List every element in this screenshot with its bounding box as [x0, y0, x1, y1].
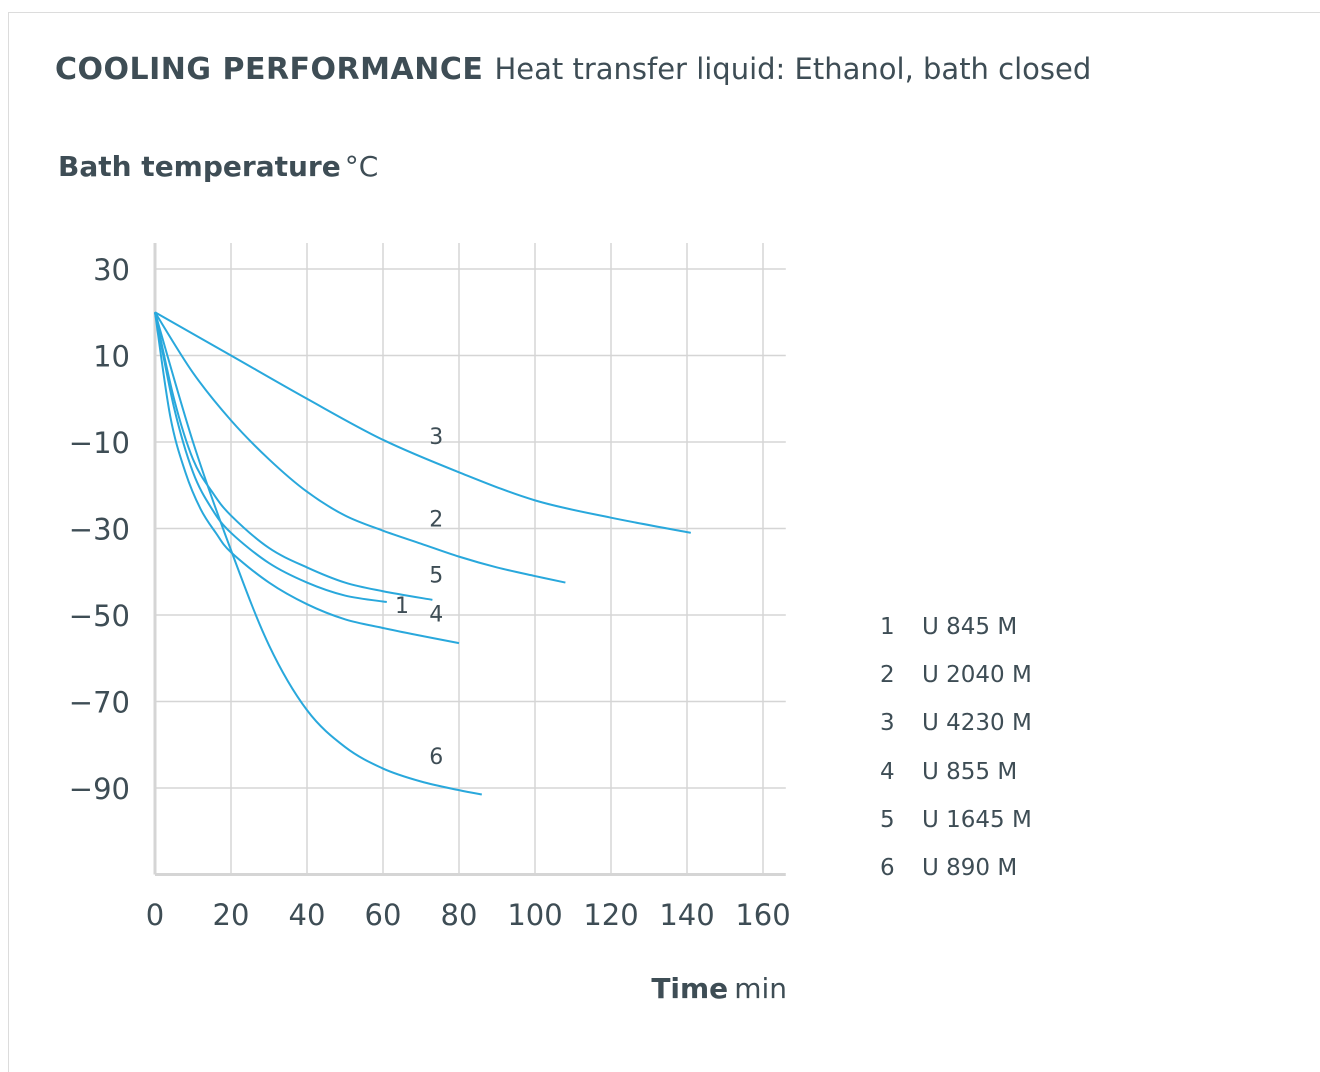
- chart-title: COOLING PERFORMANCE: [55, 52, 484, 87]
- series-line-4: [154, 312, 460, 645]
- legend-number: 5: [880, 806, 895, 833]
- legend-label: U 1645 M: [922, 806, 1032, 833]
- chart-card: [8, 12, 1320, 1072]
- y-axis-title: Bath temperature °C: [58, 150, 378, 183]
- legend-number: 4: [880, 758, 895, 785]
- series-label-6: 6: [429, 745, 443, 770]
- y-tick-label: −90: [69, 772, 130, 806]
- legend-label: U 845 M: [922, 614, 1018, 641]
- series-line-2: [154, 311, 566, 584]
- y-axis-unit: °C: [344, 150, 379, 183]
- x-tick-label: 100: [507, 898, 562, 932]
- series-label-3: 3: [429, 425, 443, 450]
- x-tick-label: 80: [441, 898, 478, 932]
- legend-label: U 890 M: [922, 855, 1018, 882]
- legend-item: 4 U 855 M: [880, 748, 1032, 796]
- y-tick-label: −10: [69, 426, 130, 460]
- legend: 1 U 845 M 2 U 2040 M 3 U 4230 M 4 U 855 …: [880, 603, 1032, 892]
- x-axis-unit: min: [734, 972, 787, 1005]
- series-line-3: [154, 311, 691, 534]
- x-tick-label: 140: [659, 898, 714, 932]
- legend-label: U 4230 M: [922, 710, 1032, 737]
- x-tick-label: 120: [583, 898, 638, 932]
- series-label-2: 2: [429, 507, 443, 532]
- legend-item: 5 U 1645 M: [880, 796, 1032, 844]
- chart-header: COOLING PERFORMANCE Heat transfer liquid…: [55, 52, 1091, 87]
- series-line-6: [154, 311, 482, 796]
- legend-number: 2: [880, 662, 895, 689]
- legend-label: U 2040 M: [922, 662, 1032, 689]
- x-axis-title: Time min: [651, 972, 787, 1005]
- x-tick-label: 40: [289, 898, 326, 932]
- legend-number: 6: [880, 855, 895, 882]
- series-label-5: 5: [429, 564, 443, 589]
- x-tick-label: 60: [365, 898, 402, 932]
- legend-item: 3 U 4230 M: [880, 699, 1032, 747]
- y-tick-label: 10: [93, 340, 130, 374]
- legend-item: 6 U 890 M: [880, 844, 1032, 892]
- x-tick-label: 20: [213, 898, 250, 932]
- x-tick-label: 160: [735, 898, 790, 932]
- x-axis-label: Time: [651, 972, 729, 1005]
- chart-subtitle: Heat transfer liquid: Ethanol, bath clos…: [494, 52, 1092, 86]
- series-label-1: 1: [395, 594, 409, 619]
- legend-item: 2 U 2040 M: [880, 651, 1032, 699]
- series-label-4: 4: [429, 602, 443, 627]
- series-line-5: [154, 312, 433, 601]
- y-tick-label: −50: [69, 599, 130, 633]
- y-tick-label: −30: [69, 513, 130, 547]
- series-line-1: [154, 312, 387, 604]
- x-tick-label: 0: [146, 898, 164, 932]
- legend-label: U 855 M: [922, 758, 1018, 785]
- legend-item: 1 U 845 M: [880, 603, 1032, 651]
- legend-number: 3: [880, 710, 895, 737]
- y-tick-label: −70: [69, 686, 130, 720]
- y-axis-label: Bath temperature: [58, 150, 341, 183]
- y-tick-label: 30: [93, 253, 130, 287]
- legend-number: 1: [880, 614, 895, 641]
